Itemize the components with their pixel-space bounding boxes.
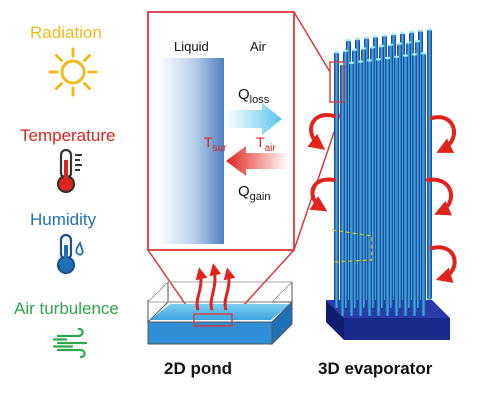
- evaporator-rod-cap: [406, 41, 411, 44]
- evaporator-rod: [340, 64, 345, 316]
- pond-illustration: [146, 263, 294, 346]
- evaporator-rod-cap: [400, 31, 405, 34]
- evaporator-rod-cap: [412, 53, 417, 56]
- evaporator-rod-cap: [349, 61, 354, 64]
- evaporator-rod: [349, 62, 354, 316]
- evaporator-rod-cap: [421, 52, 426, 55]
- t-air-sub: air: [264, 142, 276, 154]
- wind-icon: [52, 327, 88, 359]
- t-sur-label: Tsur: [204, 135, 226, 154]
- evaporator-rod-cap: [355, 37, 360, 40]
- q-loss-sub: loss: [249, 94, 270, 106]
- evaporator-rod-cap: [415, 40, 420, 43]
- evaporator-rod-cap: [382, 34, 387, 37]
- humidity-label: Humidity: [30, 210, 97, 229]
- evaporator-rod: [421, 53, 426, 316]
- evaporator-rod-cap: [385, 56, 390, 60]
- thermometer-droplet-icon: [56, 233, 84, 275]
- liquid-label: Liquid: [174, 39, 209, 54]
- evaporator-rod-cap: [391, 32, 396, 36]
- q-gain-label: Qgain: [238, 184, 270, 203]
- evaporator-rod-cap: [418, 29, 423, 32]
- evaporator-rod: [427, 29, 432, 300]
- pond-focus-box: [193, 313, 233, 327]
- evaporator-rod: [376, 59, 381, 316]
- temperature-label: Temperature: [20, 126, 116, 145]
- t-sur-sub: sur: [212, 142, 227, 154]
- evaporator-rods: [334, 28, 432, 317]
- evaporator-rod-cap: [376, 58, 381, 61]
- radiation-label: Radiation: [30, 23, 102, 42]
- evaporator-rod-cap: [352, 48, 357, 51]
- sun-icon: [48, 47, 98, 97]
- evaporator-rod-cap: [388, 43, 393, 46]
- evaporator-rod-cap: [343, 49, 348, 52]
- evaporator-rod-cap: [334, 50, 339, 54]
- q-loss-label: Qloss: [238, 87, 269, 106]
- t-sur-main: T: [204, 134, 213, 150]
- evaporator-rod-cap: [394, 55, 399, 58]
- evaporator-illustration: [326, 28, 450, 340]
- evaporator-caption-3d: 3D: [318, 359, 340, 378]
- q-gain-sub: gain: [249, 191, 271, 203]
- evaporator-caption-rest: evaporator: [339, 359, 433, 378]
- evaporator-rod-cap: [427, 28, 432, 31]
- q-loss-main: Q: [238, 86, 250, 103]
- air-turbulence-label: Air turbulence: [14, 299, 119, 318]
- evaporator-rod-cap: [367, 59, 372, 62]
- airflow-arrows: [307, 113, 457, 283]
- evaporator-rod-cap: [373, 35, 378, 38]
- t-air-label: Tair: [256, 135, 276, 154]
- thermometer-icon: [56, 148, 82, 194]
- evaporator-rod-cap: [364, 36, 369, 39]
- evaporator-rod-cap: [358, 60, 363, 63]
- evaporator-rod-cap: [379, 44, 384, 48]
- evaporator-rod: [412, 54, 417, 317]
- evaporator-focus-box: [329, 61, 345, 103]
- evaporator-rod: [367, 60, 372, 317]
- t-air-main: T: [256, 134, 265, 150]
- evaporator-rod-cap: [409, 30, 414, 33]
- evaporator-rod-cap: [370, 46, 375, 49]
- evaporator-rod: [385, 58, 390, 316]
- q-gain-main: Q: [238, 183, 250, 200]
- liquid-region: [158, 58, 224, 244]
- vapor-arrows: [195, 263, 236, 311]
- evaporator-rod-cap: [361, 47, 366, 50]
- q-loss-arrow: [226, 103, 282, 135]
- evaporator-rod: [394, 56, 399, 317]
- evaporator-caption: 3D evaporator: [318, 360, 432, 377]
- q-gain-arrow: [226, 146, 288, 176]
- pond-caption: 2D pond: [164, 359, 232, 378]
- air-label: Air: [250, 39, 266, 54]
- inset-frame: [147, 11, 295, 251]
- evaporator-rod: [358, 61, 363, 316]
- evaporator-rod: [403, 55, 408, 316]
- evaporator-rod-cap: [397, 42, 402, 45]
- evaporator-rod-cap: [346, 38, 351, 42]
- evaporator-rod-cap: [403, 54, 408, 57]
